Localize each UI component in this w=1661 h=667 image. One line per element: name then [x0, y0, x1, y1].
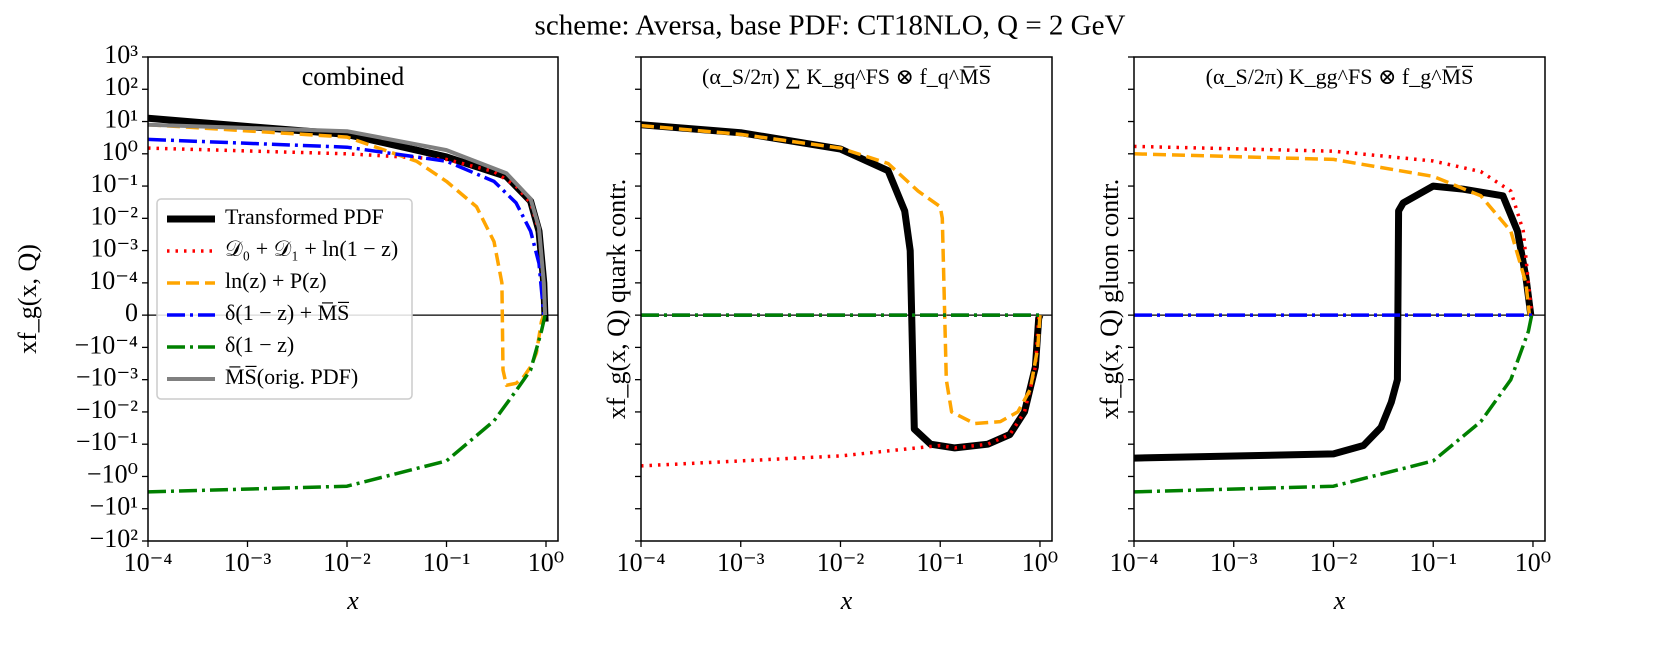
x-tick-label: 10⁻⁴ — [617, 548, 666, 577]
y-tick-label: 10⁻³ — [90, 234, 138, 263]
y-tick-label: −10¹ — [90, 492, 138, 521]
data-line — [1134, 152, 1532, 316]
panel: 10⁻⁴ 10⁻³ 10⁻² 10⁻¹ 10⁰ x xf_g(x, Q) quark con… — [602, 56, 1058, 615]
x-axis-label: x — [346, 586, 359, 615]
legend-label: ln(z) + P(z) — [225, 268, 327, 293]
plot-frame — [147, 56, 559, 542]
y-axis-label: xf_g(x, Q) gluon contr. — [1095, 179, 1124, 419]
y-tick-label: −10⁻¹ — [76, 427, 138, 456]
panel-title: (α_S/2π) ∑ K_gq^FS ⊗ f_q^M̅S̅ — [702, 64, 991, 89]
legend-label: δ(1 − z) — [225, 332, 294, 357]
x-axis-label: x — [840, 586, 853, 615]
y-tick-label: −10² — [90, 524, 139, 553]
x-tick-label: 10⁻² — [1310, 548, 1358, 577]
data-line — [148, 122, 548, 316]
panel: 10³ 10² 10¹ 10⁰ 10⁻¹ 10⁻² 10⁻³ 10⁻⁴ 0 −10⁻⁴ −10⁻³ −… — [13, 40, 564, 615]
x-tick-label: 10⁻³ — [1210, 548, 1258, 577]
x-tick-label: 10⁻⁴ — [124, 548, 173, 577]
data-line — [148, 314, 547, 494]
y-tick-label: 0 — [125, 298, 138, 327]
y-tick-label: 10³ — [104, 40, 138, 69]
figure-title: scheme: Aversa, base PDF: CT18NLO, Q = 2… — [535, 10, 1126, 42]
y-tick-label: 10⁻² — [90, 201, 138, 230]
legend-box — [156, 198, 413, 400]
data-line — [641, 123, 1042, 426]
y-tick-label: −10⁻² — [76, 395, 138, 424]
x-tick-label: 10⁻¹ — [1409, 548, 1457, 577]
y-tick-label: −10⁰ — [87, 459, 138, 488]
y-axis-label: xf_g(x, Q) — [13, 244, 42, 354]
x-tick-label: 10⁻² — [323, 548, 371, 577]
legend-label: M̅S̅(orig. PDF) — [225, 364, 358, 389]
data-line — [1134, 182, 1535, 462]
y-tick-label: −10⁻³ — [76, 363, 138, 392]
legend-label: Transformed PDF — [225, 204, 384, 229]
panel-title: (α_S/2π) K_gg^FS ⊗ f_g^M̅S̅ — [1206, 64, 1474, 89]
y-tick-label: 10⁻¹ — [90, 169, 138, 198]
x-tick-label: 10⁻⁴ — [1110, 548, 1159, 577]
x-tick-label: 10⁻¹ — [423, 548, 471, 577]
y-tick-label: 10⁻⁴ — [89, 266, 138, 295]
panel: 10⁻⁴ 10⁻³ 10⁻² 10⁻¹ 10⁰ x xf_g(x, Q) gluon con… — [1095, 56, 1551, 615]
legend-label: δ(1 − z) + M̅S̅ — [225, 300, 350, 325]
x-tick-label: 10⁻² — [817, 548, 865, 577]
x-tick-label: 10⁰ — [1022, 548, 1058, 577]
x-tick-label: 10⁰ — [528, 548, 564, 577]
x-tick-label: 10⁻³ — [717, 548, 765, 577]
panel-title: combined — [302, 62, 405, 91]
x-tick-label: 10⁻¹ — [916, 548, 964, 577]
x-tick-label: 10⁰ — [1515, 548, 1551, 577]
data-line — [1134, 314, 1534, 494]
y-tick-label: 10⁰ — [102, 137, 138, 166]
y-tick-label: 10² — [104, 72, 138, 101]
y-tick-label: 10¹ — [104, 105, 138, 134]
plot-frame — [1133, 56, 1546, 542]
data-line — [148, 137, 546, 316]
y-tick-label: −10⁻⁴ — [75, 330, 138, 359]
x-axis-label: x — [1333, 586, 1346, 615]
data-line — [1134, 144, 1534, 316]
legend-label: 𝒟₀ + 𝒟₁ + ln(1 − z) — [225, 236, 398, 261]
plot-frame — [640, 56, 1053, 542]
x-tick-label: 10⁻³ — [224, 548, 272, 577]
y-axis-label: xf_g(x, Q) quark contr. — [602, 179, 631, 419]
